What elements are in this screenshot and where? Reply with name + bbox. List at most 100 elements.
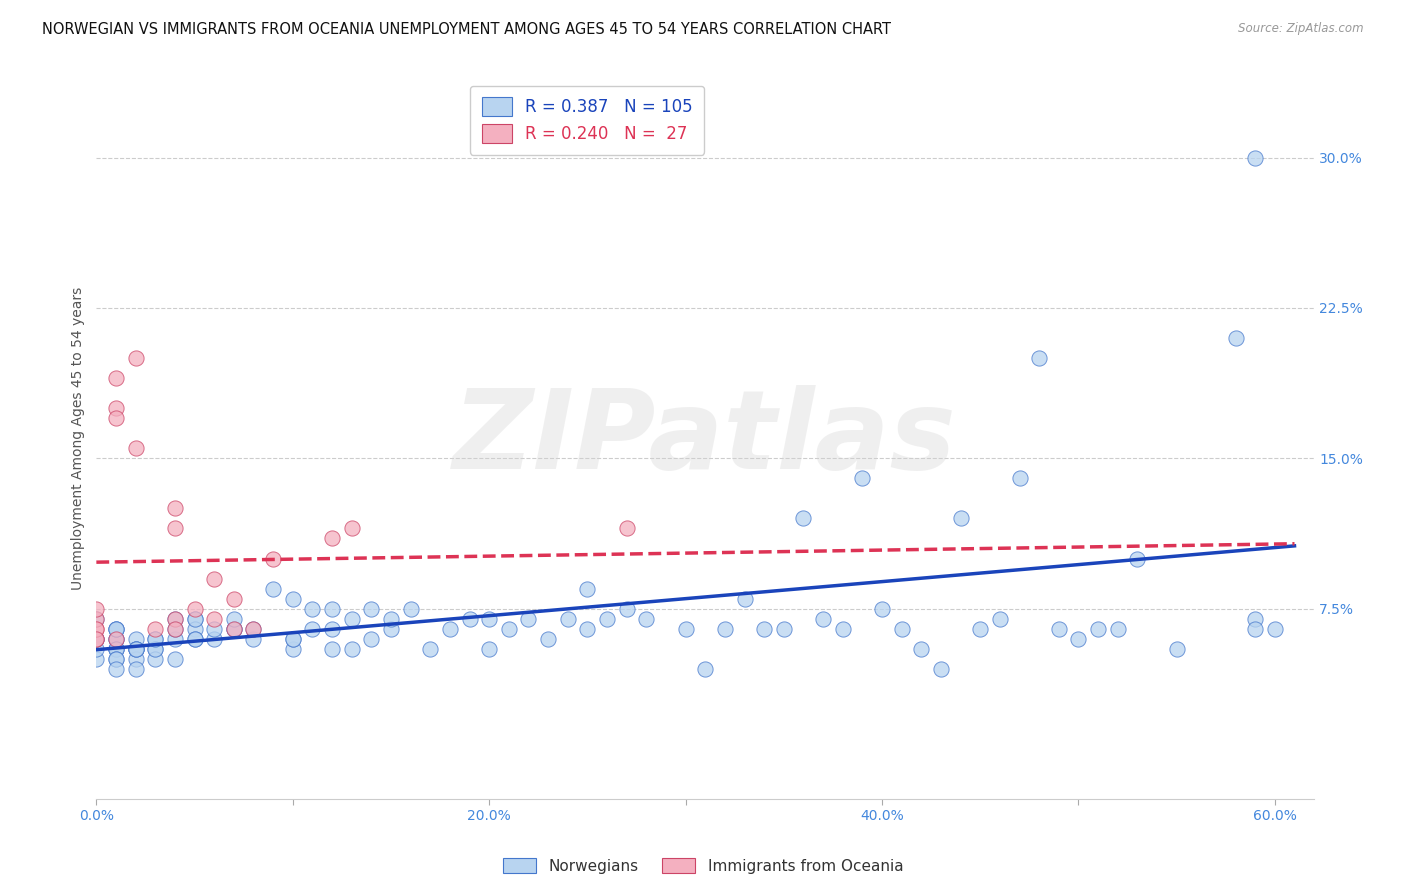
Point	[695, 662, 717, 676]
Point	[1244, 612, 1267, 626]
Point	[831, 622, 853, 636]
Point	[1244, 151, 1267, 165]
Text: Source: ZipAtlas.com: Source: ZipAtlas.com	[1239, 22, 1364, 36]
Point	[1166, 641, 1188, 656]
Point	[1028, 351, 1050, 365]
Point	[734, 591, 756, 606]
Point	[478, 612, 501, 626]
Point	[596, 612, 619, 626]
Point	[517, 612, 540, 626]
Point	[498, 622, 520, 636]
Point	[124, 641, 146, 656]
Point	[262, 582, 284, 596]
Point	[929, 662, 952, 676]
Point	[104, 632, 127, 646]
Point	[1067, 632, 1090, 646]
Text: ZIPatlas: ZIPatlas	[453, 384, 957, 491]
Point	[183, 632, 205, 646]
Point	[124, 662, 146, 676]
Point	[458, 612, 481, 626]
Point	[616, 521, 638, 535]
Point	[616, 601, 638, 615]
Point	[910, 641, 932, 656]
Y-axis label: Unemployment Among Ages 45 to 54 years: Unemployment Among Ages 45 to 54 years	[72, 286, 86, 590]
Point	[163, 622, 186, 636]
Point	[988, 612, 1011, 626]
Point	[124, 351, 146, 365]
Point	[104, 622, 127, 636]
Point	[399, 601, 422, 615]
Point	[242, 632, 264, 646]
Point	[380, 612, 402, 626]
Point	[104, 641, 127, 656]
Point	[202, 632, 225, 646]
Point	[969, 622, 991, 636]
Point	[86, 622, 108, 636]
Point	[124, 652, 146, 666]
Point	[811, 612, 834, 626]
Point	[222, 622, 245, 636]
Point	[86, 601, 108, 615]
Point	[104, 632, 127, 646]
Point	[222, 591, 245, 606]
Point	[104, 371, 127, 385]
Legend: Norwegians, Immigrants from Oceania: Norwegians, Immigrants from Oceania	[496, 852, 910, 880]
Point	[772, 622, 794, 636]
Point	[163, 612, 186, 626]
Point	[281, 641, 304, 656]
Point	[86, 632, 108, 646]
Point	[714, 622, 737, 636]
Point	[281, 632, 304, 646]
Point	[86, 632, 108, 646]
Point	[124, 641, 146, 656]
Point	[163, 501, 186, 516]
Point	[557, 612, 579, 626]
Point	[124, 641, 146, 656]
Point	[163, 652, 186, 666]
Point	[419, 641, 441, 656]
Point	[104, 641, 127, 656]
Point	[792, 511, 814, 525]
Point	[949, 511, 972, 525]
Point	[340, 641, 363, 656]
Point	[104, 411, 127, 425]
Point	[163, 521, 186, 535]
Point	[86, 612, 108, 626]
Point	[104, 662, 127, 676]
Point	[1008, 471, 1031, 485]
Point	[281, 591, 304, 606]
Point	[222, 622, 245, 636]
Point	[124, 442, 146, 456]
Point	[104, 641, 127, 656]
Point	[222, 612, 245, 626]
Text: NORWEGIAN VS IMMIGRANTS FROM OCEANIA UNEMPLOYMENT AMONG AGES 45 TO 54 YEARS CORR: NORWEGIAN VS IMMIGRANTS FROM OCEANIA UNE…	[42, 22, 891, 37]
Point	[104, 652, 127, 666]
Point	[439, 622, 461, 636]
Point	[262, 551, 284, 566]
Point	[890, 622, 912, 636]
Point	[143, 622, 166, 636]
Point	[202, 612, 225, 626]
Point	[1244, 622, 1267, 636]
Point	[86, 652, 108, 666]
Point	[636, 612, 658, 626]
Point	[340, 612, 363, 626]
Point	[1126, 551, 1149, 566]
Point	[143, 632, 166, 646]
Point	[321, 622, 343, 636]
Point	[360, 632, 382, 646]
Point	[301, 622, 323, 636]
Point	[537, 632, 560, 646]
Point	[183, 612, 205, 626]
Point	[1107, 622, 1129, 636]
Point	[870, 601, 893, 615]
Point	[143, 632, 166, 646]
Point	[104, 622, 127, 636]
Point	[104, 652, 127, 666]
Point	[104, 401, 127, 416]
Point	[124, 632, 146, 646]
Point	[380, 622, 402, 636]
Point	[202, 572, 225, 586]
Point	[163, 632, 186, 646]
Point	[183, 632, 205, 646]
